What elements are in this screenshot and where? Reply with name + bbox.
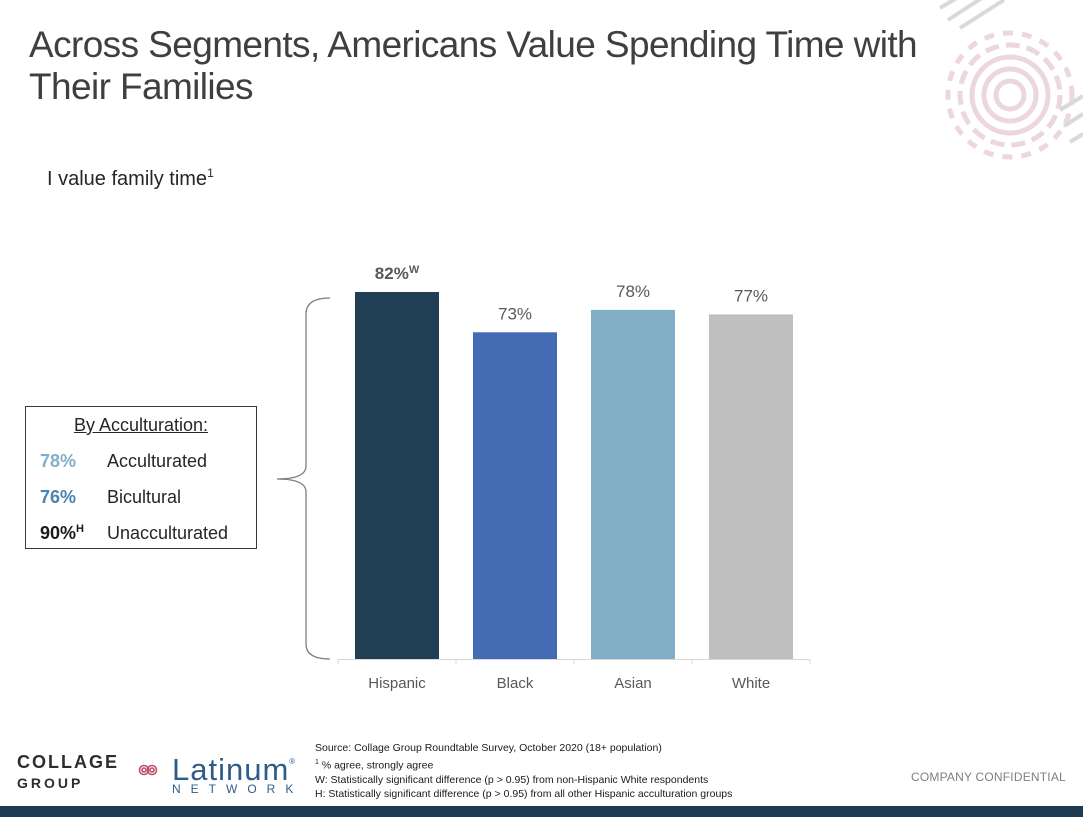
bottom-bar — [0, 806, 1083, 817]
source-line: Source: Collage Group Roundtable Survey,… — [315, 742, 662, 754]
latinum-logo-text: Latinum — [172, 752, 290, 787]
latinum-logo: Latinum® — [172, 746, 296, 786]
rings-icon — [138, 764, 158, 776]
value-label-superscript: W — [409, 264, 420, 276]
acculturation-box: By Acculturation: 78% Acculturated 76% Bicu… — [25, 406, 257, 549]
footnote-1-text: % agree, strongly agree — [318, 759, 434, 772]
value-label-white: 77% — [734, 286, 768, 305]
acculturation-percent: 78% — [40, 451, 77, 471]
bracket-brace — [276, 297, 331, 660]
category-label-asian: Asian — [614, 675, 652, 692]
subtitle-footnote-marker: 1 — [207, 166, 214, 180]
bar-white — [709, 314, 793, 659]
collage-group-logo: COLLAGE GROUP — [17, 752, 119, 794]
footnote-1-marker: 1 — [315, 758, 319, 766]
collage-logo-line2: GROUP — [17, 775, 84, 791]
value-label-black: 73% — [498, 304, 532, 323]
footnote-h: H: Statistically significant difference … — [315, 788, 733, 801]
acculturation-percent: 90%H — [40, 523, 84, 543]
network-logo-text: NETWORK — [172, 782, 304, 796]
chart-subtitle: I value family time1 — [47, 166, 214, 191]
acculturation-segment-name: Unacculturated — [107, 523, 229, 543]
acculturation-row: 76% Bicultural — [26, 487, 256, 511]
page-title: Across Segments, Americans Value Spendin… — [29, 24, 918, 107]
footnote-w: W: Statistically significant difference … — [315, 773, 709, 786]
acculturation-row: 90%H Unacculturated — [26, 523, 256, 547]
category-label-black: Black — [497, 675, 534, 692]
bar-asian — [591, 309, 675, 659]
company-confidential: COMPANY CONFIDENTIAL — [911, 770, 1066, 784]
category-label-white: White — [732, 675, 770, 692]
bar-black — [473, 332, 557, 659]
acculturation-superscript: H — [76, 523, 84, 535]
bar-hispanic — [355, 292, 439, 659]
footer-notes: Source: Collage Group Roundtable Survey,… — [315, 741, 732, 802]
acculturation-segment-name: Bicultural — [107, 487, 182, 507]
decorative-pattern — [938, 0, 1083, 160]
value-label-hispanic: 82%W — [375, 264, 420, 283]
collage-logo-line1: COLLAGE — [17, 752, 119, 772]
latinum-registered-mark: ® — [289, 757, 297, 766]
acculturation-segment-name: Acculturated — [107, 451, 208, 471]
footnote-1: 1 % agree, strongly agree — [315, 756, 732, 773]
value-label-asian: 78% — [616, 282, 650, 301]
acculturation-percent: 76% — [40, 487, 77, 507]
subtitle-text: I value family time — [47, 168, 208, 190]
acculturation-row: 78% Acculturated — [26, 451, 256, 475]
category-label-hispanic: Hispanic — [368, 675, 426, 692]
acculturation-title: By Acculturation: — [73, 415, 209, 435]
